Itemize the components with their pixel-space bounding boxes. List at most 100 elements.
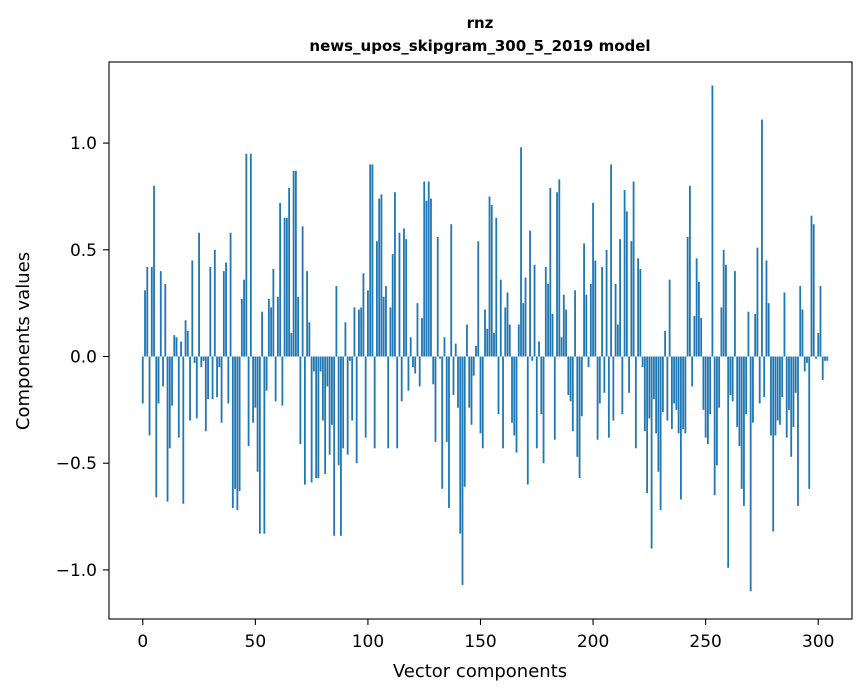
bar-component-234 bbox=[669, 280, 671, 357]
bar-component-215 bbox=[626, 211, 628, 356]
bar-component-164 bbox=[511, 357, 513, 423]
bar-component-184 bbox=[556, 192, 558, 356]
bar-component-34 bbox=[218, 357, 220, 368]
x-tick-label-50: 50 bbox=[245, 632, 267, 652]
bar-component-8 bbox=[160, 271, 162, 356]
bar-component-221 bbox=[639, 269, 641, 357]
bar-component-229 bbox=[657, 357, 659, 472]
bar-chart: 0 50 100 150 200 250 300 −1.0−0.50.00.51.0 rnz… bbox=[0, 0, 867, 696]
bar-component-70 bbox=[299, 357, 301, 445]
bar-component-252 bbox=[709, 357, 711, 415]
bar-component-120 bbox=[412, 357, 414, 368]
bar-component-247 bbox=[698, 282, 700, 357]
bar-component-87 bbox=[338, 357, 340, 466]
x-tick-label-250: 250 bbox=[689, 632, 721, 652]
bar-component-102 bbox=[372, 164, 374, 356]
bar-component-132 bbox=[439, 357, 441, 359]
bar-component-250 bbox=[705, 357, 707, 438]
bar-component-225 bbox=[648, 357, 650, 419]
bar-component-69 bbox=[297, 297, 299, 357]
bar-component-251 bbox=[707, 357, 709, 445]
bar-component-114 bbox=[399, 233, 401, 357]
bar-component-153 bbox=[486, 329, 488, 357]
bar-component-195 bbox=[581, 357, 583, 417]
bar-component-75 bbox=[311, 357, 313, 483]
bar-component-96 bbox=[358, 310, 360, 357]
bar-component-115 bbox=[401, 357, 403, 402]
bar-component-33 bbox=[216, 357, 218, 398]
y-axis-label: Components values bbox=[13, 252, 34, 430]
bar-component-267 bbox=[743, 357, 745, 506]
bar-component-199 bbox=[590, 284, 592, 357]
bar-component-265 bbox=[739, 357, 741, 447]
bar-component-177 bbox=[540, 357, 542, 415]
bar-component-242 bbox=[687, 237, 689, 357]
bar-component-180 bbox=[547, 284, 549, 357]
bar-component-10 bbox=[164, 284, 166, 357]
bar-component-107 bbox=[383, 297, 385, 357]
bar-component-2 bbox=[146, 267, 148, 357]
bar-component-56 bbox=[268, 299, 270, 357]
bar-component-196 bbox=[583, 243, 585, 356]
bar-component-204 bbox=[601, 267, 603, 357]
bar-component-97 bbox=[360, 307, 362, 356]
bar-component-40 bbox=[232, 357, 234, 509]
bar-component-156 bbox=[493, 333, 495, 356]
bar-component-147 bbox=[473, 357, 475, 376]
bar-component-59 bbox=[275, 357, 277, 402]
bar-component-217 bbox=[630, 241, 632, 356]
bar-component-274 bbox=[759, 357, 761, 404]
bar-component-187 bbox=[563, 295, 565, 357]
chart-subtitle: news_upos_skipgram_300_5_2019 model bbox=[309, 37, 650, 55]
bar-component-303 bbox=[824, 357, 826, 361]
bar-component-80 bbox=[322, 357, 324, 421]
bar-component-301 bbox=[820, 286, 822, 356]
bar-component-232 bbox=[664, 331, 666, 357]
bar-component-39 bbox=[230, 233, 232, 357]
bar-component-219 bbox=[635, 357, 637, 449]
bar-component-220 bbox=[637, 258, 639, 356]
bar-component-5 bbox=[153, 186, 155, 357]
bar-component-162 bbox=[507, 292, 509, 356]
bar-component-12 bbox=[169, 357, 171, 449]
bar-component-272 bbox=[754, 314, 756, 357]
bar-component-101 bbox=[369, 164, 371, 356]
bar-component-104 bbox=[376, 241, 378, 356]
bar-component-100 bbox=[367, 290, 369, 356]
bar-component-169 bbox=[522, 303, 524, 356]
bar-component-11 bbox=[167, 357, 169, 502]
bar-component-103 bbox=[374, 357, 376, 449]
bar-component-138 bbox=[453, 357, 455, 395]
bar-component-86 bbox=[336, 286, 338, 356]
bar-component-298 bbox=[813, 224, 815, 356]
bar-component-108 bbox=[385, 286, 387, 356]
bar-component-17 bbox=[180, 342, 182, 357]
bar-component-170 bbox=[525, 278, 527, 357]
bar-component-22 bbox=[191, 260, 193, 356]
bar-component-200 bbox=[592, 203, 594, 357]
bar-component-248 bbox=[700, 318, 702, 356]
bar-component-85 bbox=[333, 357, 335, 536]
bar-component-239 bbox=[680, 357, 682, 500]
bar-component-110 bbox=[390, 307, 392, 356]
bar-component-236 bbox=[673, 357, 675, 404]
bar-component-77 bbox=[315, 357, 317, 479]
bar-component-111 bbox=[392, 254, 394, 356]
bar-component-113 bbox=[396, 357, 398, 449]
bar-component-304 bbox=[826, 357, 828, 361]
x-tick-label-300: 300 bbox=[802, 632, 834, 652]
bar-component-16 bbox=[178, 357, 180, 438]
bar-component-4 bbox=[151, 267, 153, 357]
bar-component-166 bbox=[516, 357, 518, 453]
y-tick-label-3: 0.5 bbox=[70, 241, 97, 261]
bar-component-290 bbox=[795, 357, 797, 393]
bar-component-172 bbox=[529, 231, 531, 357]
bar-component-146 bbox=[471, 357, 473, 425]
bar-component-150 bbox=[480, 357, 482, 434]
bar-component-15 bbox=[176, 337, 178, 356]
bar-component-84 bbox=[331, 357, 333, 425]
bar-component-268 bbox=[745, 357, 747, 415]
bar-component-141 bbox=[459, 357, 461, 534]
x-tick-label-200: 200 bbox=[577, 632, 609, 652]
bar-component-31 bbox=[212, 357, 214, 400]
